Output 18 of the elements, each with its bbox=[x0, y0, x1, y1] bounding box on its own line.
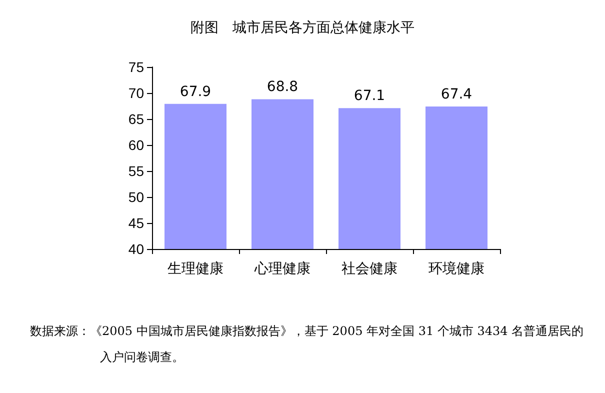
x-tick-label: 社会健康 bbox=[342, 260, 398, 276]
y-tick-label: 70 bbox=[128, 85, 144, 101]
data-label: 67.4 bbox=[440, 86, 472, 103]
y-tick-label: 50 bbox=[128, 189, 144, 205]
source-note: 数据来源：《2005 中国城市居民健康指数报告》，基于 2005 年对全国 31 个城市 3434 名普通居民的入户问卷调查。 bbox=[30, 323, 585, 366]
y-tick-label: 60 bbox=[128, 137, 144, 153]
x-tick-label: 生理健康 bbox=[168, 260, 224, 276]
data-label: 67.9 bbox=[180, 84, 212, 100]
y-tick-label: 75 bbox=[128, 59, 144, 75]
x-tick-label: 环境健康 bbox=[428, 260, 484, 276]
x-tick-label: 心理健康 bbox=[254, 260, 310, 276]
data-label: 68.8 bbox=[266, 79, 298, 96]
y-tick-label: 65 bbox=[128, 111, 144, 127]
y-tick-label: 45 bbox=[128, 215, 144, 231]
data-label: 67.1 bbox=[354, 88, 386, 104]
y-tick-label: 40 bbox=[128, 241, 144, 257]
y-tick-label: 55 bbox=[128, 163, 144, 179]
chart-title: 附图 城市居民各方面总体健康水平 bbox=[190, 20, 414, 36]
